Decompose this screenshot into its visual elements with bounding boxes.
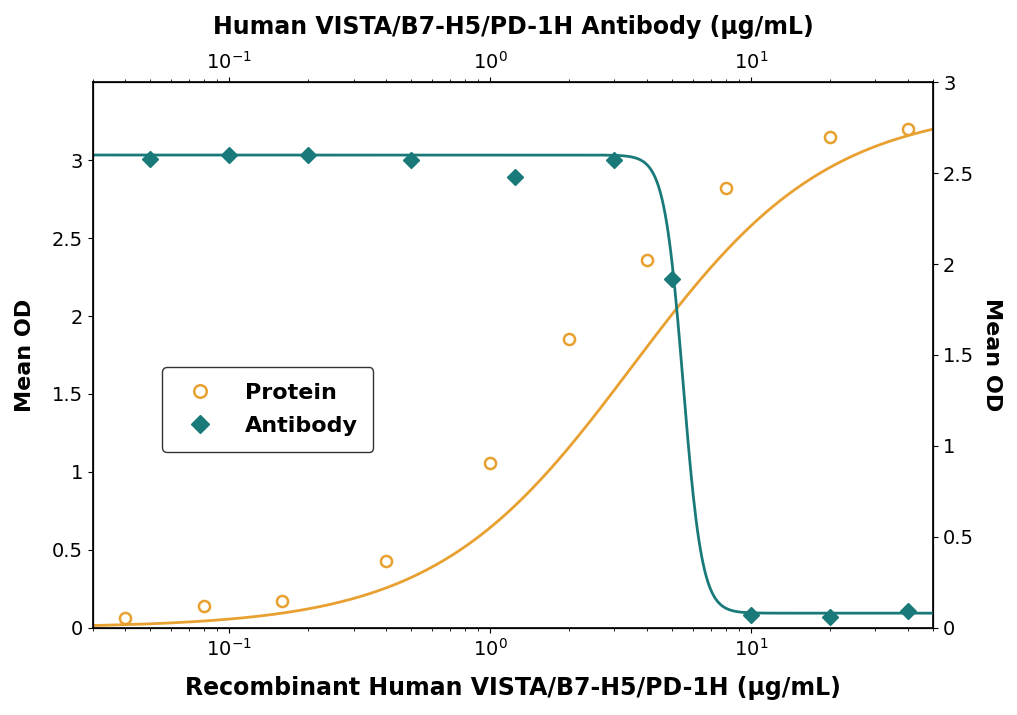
Y-axis label: Mean OD: Mean OD (982, 298, 1002, 412)
Y-axis label: Mean OD: Mean OD (15, 298, 35, 412)
X-axis label: Recombinant Human VISTA/B7-H5/PD-1H (μg/mL): Recombinant Human VISTA/B7-H5/PD-1H (μg/… (185, 676, 841, 700)
Legend: Protein, Antibody: Protein, Antibody (163, 368, 373, 452)
X-axis label: Human VISTA/B7-H5/PD-1H Antibody (μg/mL): Human VISTA/B7-H5/PD-1H Antibody (μg/mL) (213, 15, 814, 39)
